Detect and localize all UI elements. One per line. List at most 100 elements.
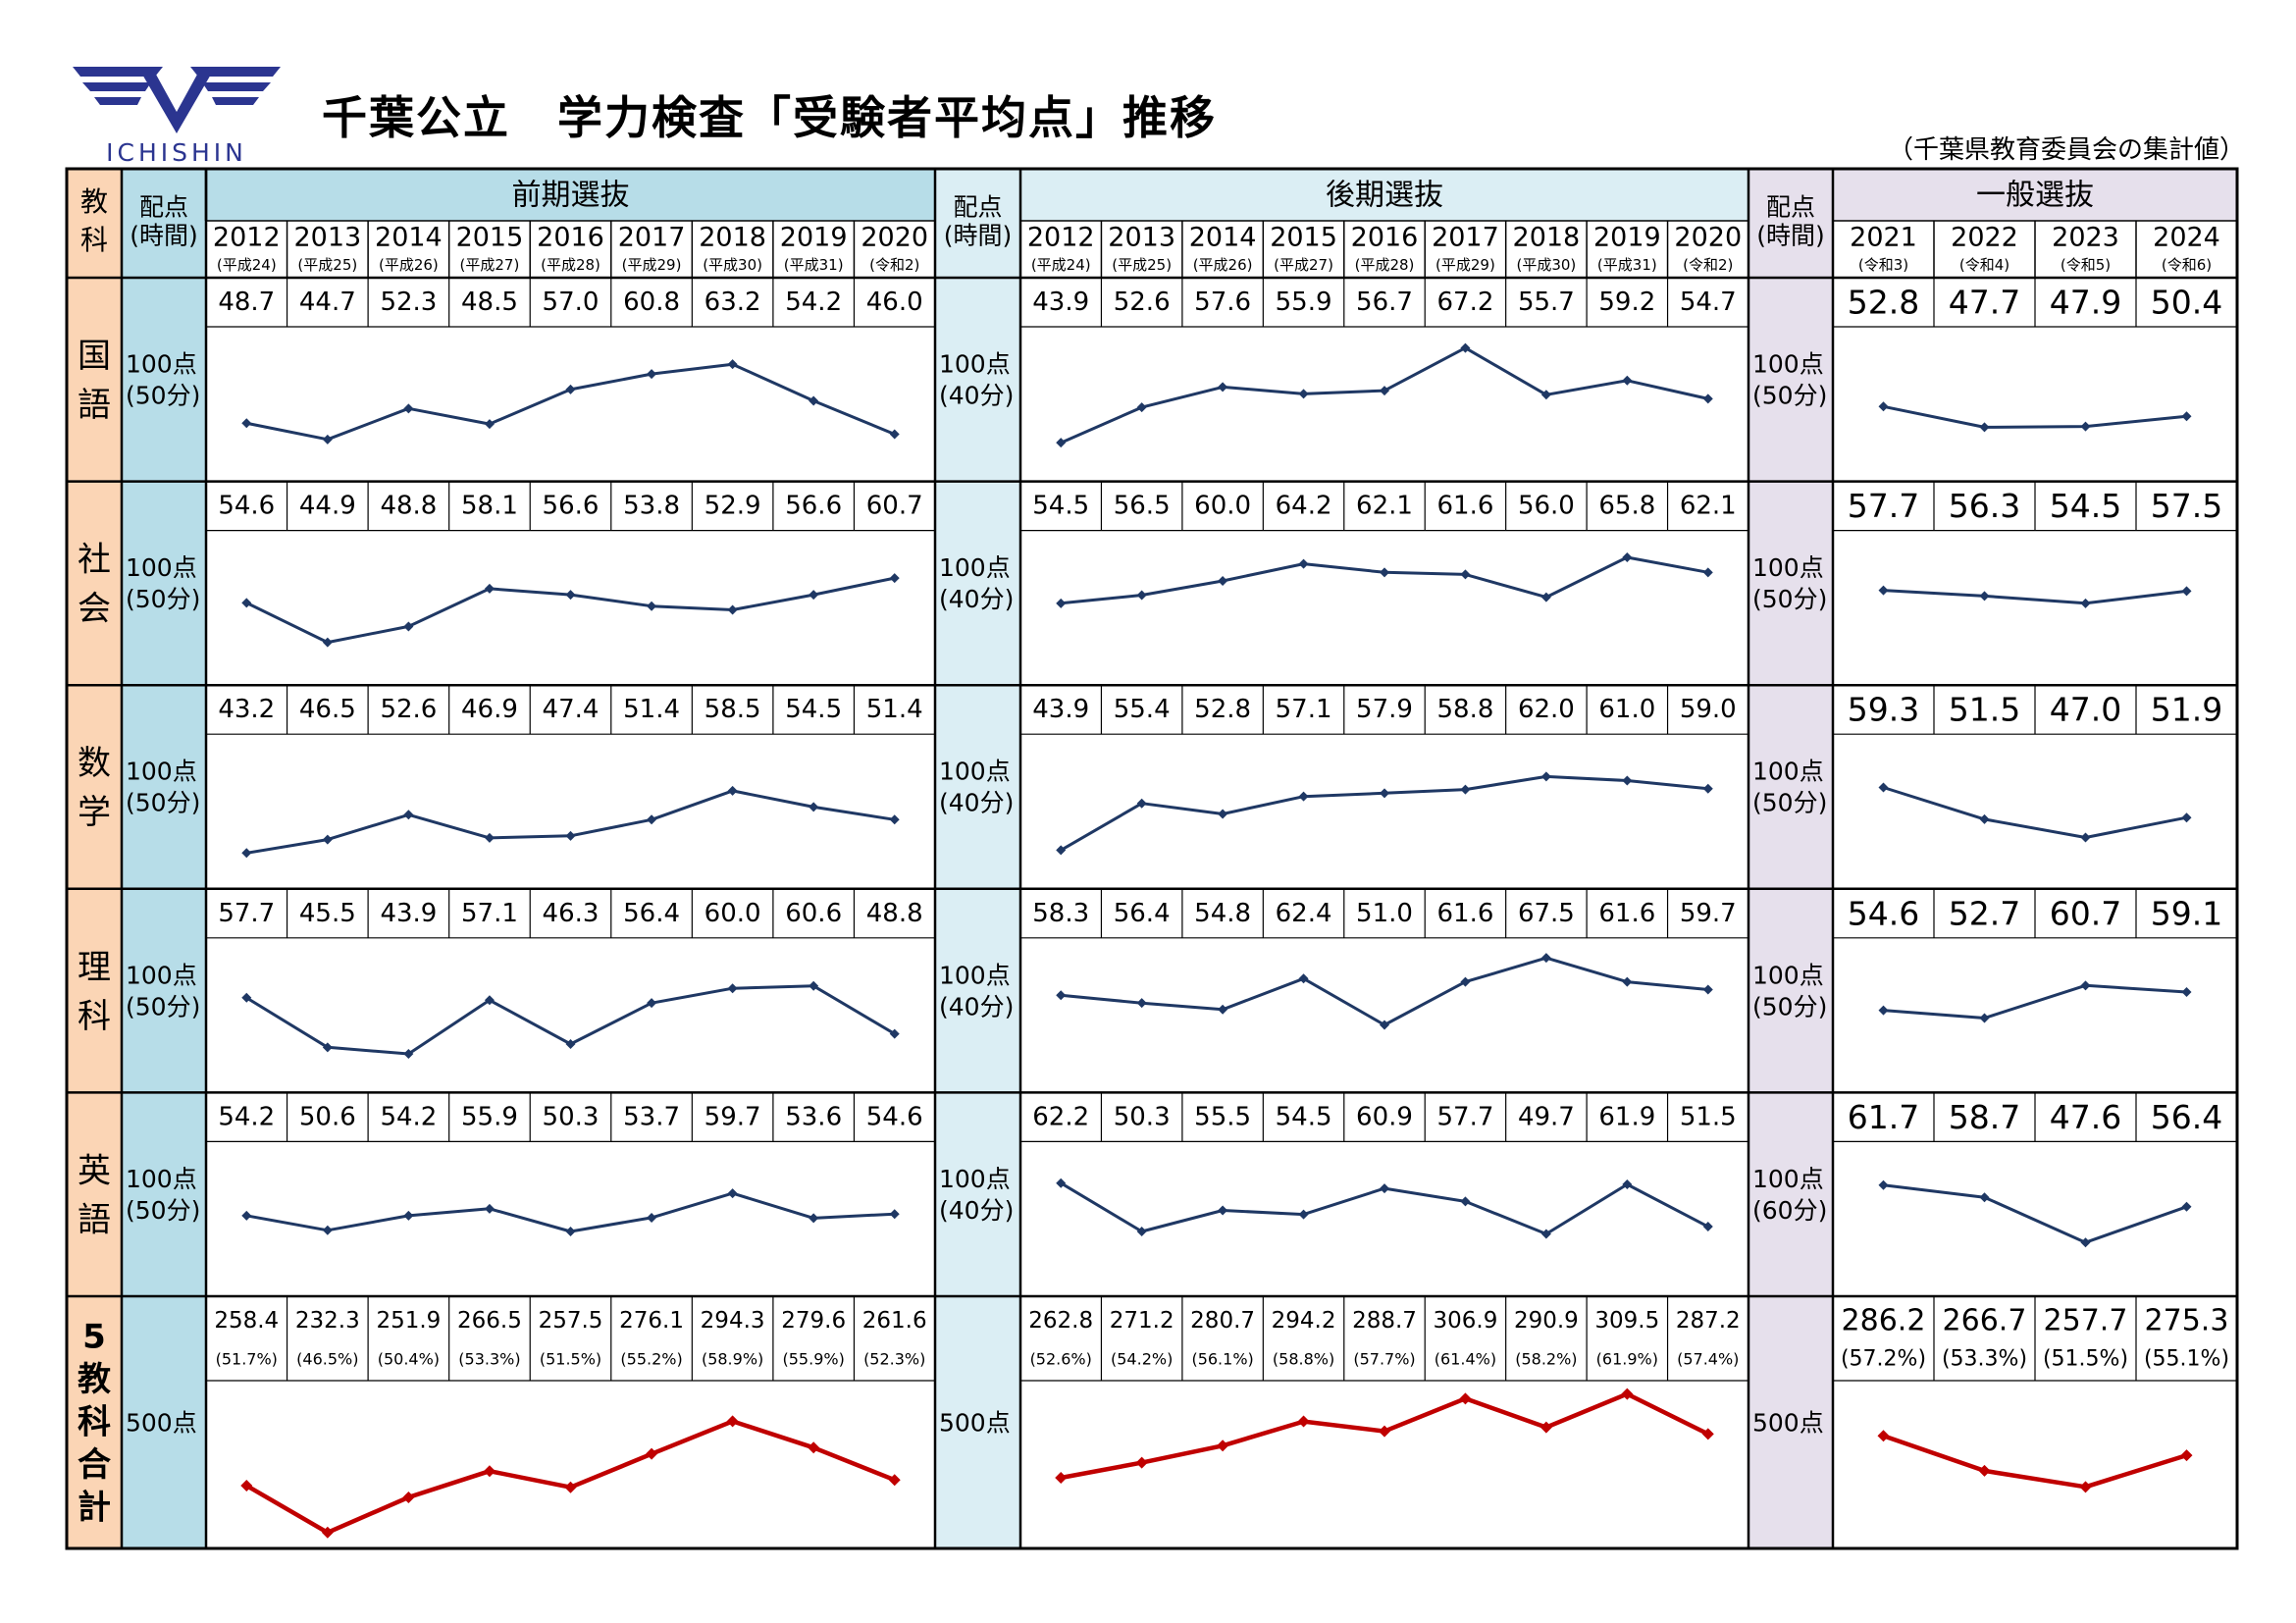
era-label: (平成25) (297, 256, 357, 274)
year-label: 2016 (537, 223, 604, 253)
score-value: 54.2 (218, 1102, 275, 1131)
score-value: 57.1 (1276, 695, 1332, 724)
total-series-point (888, 1474, 901, 1487)
score-value: 58.3 (1032, 899, 1089, 928)
subject-series-point (1460, 784, 1471, 795)
year-label: 2017 (1432, 223, 1499, 253)
score-value: 55.7 (1518, 288, 1575, 317)
total-percent-value: (54.2%) (1111, 1350, 1173, 1369)
subject-series-point (1056, 990, 1067, 1001)
score-value: 54.7 (1680, 288, 1737, 317)
haiten-value: 100点 (126, 961, 197, 989)
year-label: 2024 (2153, 223, 2220, 253)
subject-name: 会 (78, 590, 111, 629)
total-series-point (1135, 1456, 1148, 1469)
total-score-value: 276.1 (619, 1308, 684, 1334)
score-value: 54.6 (1848, 894, 1919, 932)
score-value: 54.5 (2050, 487, 2121, 525)
era-label: (平成29) (1435, 256, 1495, 274)
haiten-value: 100点 (126, 350, 197, 379)
year-label: 2016 (1351, 223, 1419, 253)
subject-series-point (2080, 421, 2091, 432)
score-value: 56.5 (1114, 492, 1171, 521)
score-value: 62.4 (1276, 899, 1332, 928)
era-label: (令和4) (1959, 256, 2009, 274)
score-value: 46.3 (543, 899, 600, 928)
score-value: 43.9 (380, 899, 437, 928)
subject-series-point (1540, 953, 1551, 964)
total-score-value: 266.7 (1943, 1304, 2027, 1338)
subject-series-point (1298, 973, 1309, 984)
subject-series-point (1298, 389, 1309, 399)
year-label: 2020 (1674, 223, 1742, 253)
score-value: 47.4 (543, 695, 600, 724)
jikan-value: (40分) (939, 1196, 1014, 1225)
ichishin-logo: ICHISHIN (73, 67, 281, 167)
score-value: 47.0 (2050, 691, 2121, 729)
score-value: 54.2 (380, 1102, 437, 1131)
score-value: 67.5 (1518, 899, 1575, 928)
haiten-value: 100点 (939, 758, 1011, 786)
total-percent-value: (51.5%) (2043, 1347, 2128, 1372)
score-value: 55.5 (1194, 1102, 1251, 1131)
subject-series-point (1136, 798, 1147, 809)
total-series-point (402, 1491, 415, 1503)
subject-series-point (1380, 1020, 1389, 1030)
subject-series-point (1540, 1229, 1551, 1239)
subject-series-point (727, 785, 738, 796)
year-label: 2019 (1593, 223, 1661, 253)
total-score-value: 261.6 (862, 1308, 927, 1334)
score-value: 57.9 (1356, 695, 1413, 724)
subject-series-point (322, 1225, 333, 1235)
jikan-value: (50分) (126, 382, 200, 410)
subject-series-point (1218, 1205, 1228, 1216)
score-value: 56.7 (1356, 288, 1413, 317)
ippan-header-bg (1833, 169, 2237, 221)
jikan-value: (50分) (126, 992, 200, 1021)
total-score-value: 251.9 (376, 1308, 441, 1334)
total-percent-value: (55.1%) (2144, 1347, 2229, 1372)
zenki-haiten-column-bg (122, 169, 206, 1548)
year-label: 2014 (1189, 223, 1257, 253)
total-percent-value: (52.3%) (863, 1350, 925, 1369)
total-series-point (726, 1415, 739, 1428)
header-kouki-title: 後期選抜 (1326, 179, 1443, 213)
haiten-value: 100点 (1752, 758, 1824, 786)
subject-series-point (647, 1212, 657, 1223)
total-score-value: 294.2 (1272, 1308, 1336, 1334)
score-value: 57.5 (2151, 487, 2222, 525)
score-value: 60.7 (2050, 894, 2121, 932)
score-value: 56.6 (543, 492, 600, 521)
score-value: 53.8 (623, 492, 680, 521)
subject-name: 数 (78, 744, 111, 783)
subject-series-point (889, 1209, 900, 1220)
subject-series-line (246, 1191, 895, 1233)
subject-series-point (1380, 567, 1389, 578)
score-value: 61.0 (1598, 695, 1655, 724)
score-value: 62.1 (1680, 492, 1737, 521)
total-series-point (483, 1465, 496, 1478)
subject-series-point (484, 1203, 495, 1214)
score-value: 60.9 (1356, 1102, 1413, 1131)
score-value: 52.8 (1194, 695, 1251, 724)
total-percent-value: (61.9%) (1596, 1350, 1658, 1369)
subject-series-point (241, 418, 252, 429)
subject-series-point (1460, 1196, 1471, 1207)
subject-series-point (2181, 586, 2192, 597)
subject-series-point (809, 802, 819, 812)
haiten-value: 100点 (126, 1165, 197, 1193)
jikan-value: (40分) (939, 585, 1014, 613)
total-percent-value: (55.9%) (783, 1350, 845, 1369)
year-label: 2013 (293, 223, 361, 253)
subject-series-point (322, 1042, 333, 1053)
era-label: (平成24) (1031, 256, 1091, 274)
total-series-point (1701, 1428, 1714, 1440)
subject-series-line (246, 789, 895, 855)
score-value: 57.6 (1194, 288, 1251, 317)
era-label: (平成26) (1193, 256, 1253, 274)
subject-series-line (1883, 404, 2187, 429)
header-haiten-label: 配点 (139, 193, 188, 222)
subject-series-point (241, 848, 252, 859)
score-value: 57.7 (218, 899, 275, 928)
